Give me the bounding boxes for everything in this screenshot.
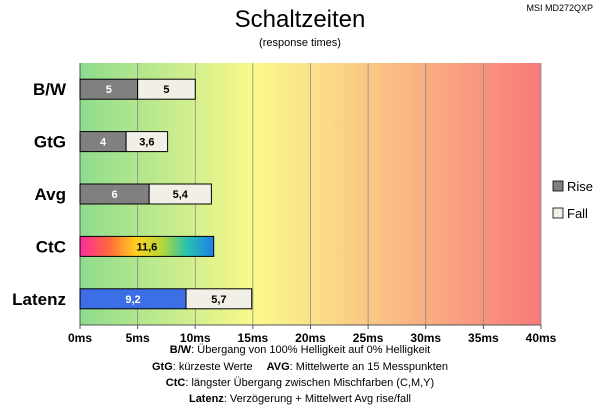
x-tick-label: 5ms	[126, 331, 150, 345]
legend-label-fall: Fall	[567, 206, 588, 221]
value-label-fall: 5,7	[211, 294, 226, 306]
footnote-ctc: CtC: längster Übergang zwischen Mischfar…	[166, 377, 434, 389]
x-axis-ticks: 0ms 5ms 10ms 15ms 20ms 25ms 30ms 35ms 40ms	[68, 325, 557, 345]
x-tick-label: 15ms	[238, 331, 269, 345]
category-label: CtC	[36, 237, 66, 256]
chart-subtitle: (response times)	[259, 37, 341, 49]
value-label-fall: 5,4	[173, 189, 189, 201]
legend-label-rise: Rise	[567, 179, 593, 194]
category-labels: B/W GtG Avg CtC Latenz	[12, 80, 67, 309]
x-tick-label: 35ms	[468, 331, 499, 345]
legend-swatch-rise	[552, 180, 564, 192]
value-label-rise: 4	[100, 137, 107, 149]
x-tick-label: 20ms	[295, 331, 326, 345]
bars: 5 5 4 3,6 6 5,4 11,6 9,2 5,7	[79, 78, 253, 310]
x-tick-label: 30ms	[410, 331, 441, 345]
value-label-fall: 5	[163, 84, 169, 96]
value-label-fall: 3,6	[139, 137, 154, 149]
x-tick-label: 10ms	[180, 331, 211, 345]
footnote-gtg-avg: GtG: kürzeste Werte AVG: Mittelwerte an 1…	[152, 361, 448, 373]
footnote-bw: B/W: Übergang von 100% Helligkeit auf 0%…	[170, 344, 430, 356]
bar-fall	[137, 78, 196, 100]
value-label-rise: 9,2	[125, 294, 140, 306]
bar-ctc	[79, 235, 215, 257]
x-tick-label: 40ms	[526, 331, 557, 345]
category-label: Avg	[35, 185, 67, 204]
category-label: B/W	[33, 80, 67, 99]
footnotes: B/W: Übergang von 100% Helligkeit auf 0%…	[152, 344, 448, 405]
category-label: GtG	[34, 133, 66, 152]
category-label: Latenz	[12, 290, 66, 309]
x-tick-label: 0ms	[68, 331, 92, 345]
footnote-latenz: Latenz: Verzögerung + Mittelwert Avg ris…	[189, 393, 411, 405]
value-label-rise: 6	[112, 189, 118, 201]
monitor-model-label: MSI MD272QXP	[526, 3, 593, 13]
value-label-rise: 5	[106, 84, 112, 96]
bar-fall	[125, 131, 169, 153]
x-tick-label: 25ms	[353, 331, 384, 345]
chart-title: Schaltzeiten	[235, 6, 366, 33]
value-label-ctc: 11,6	[136, 241, 157, 253]
bar-fall	[185, 288, 253, 310]
legend: Rise Fall	[552, 179, 593, 221]
bar-fall	[148, 183, 212, 205]
legend-swatch-fall	[552, 207, 564, 219]
